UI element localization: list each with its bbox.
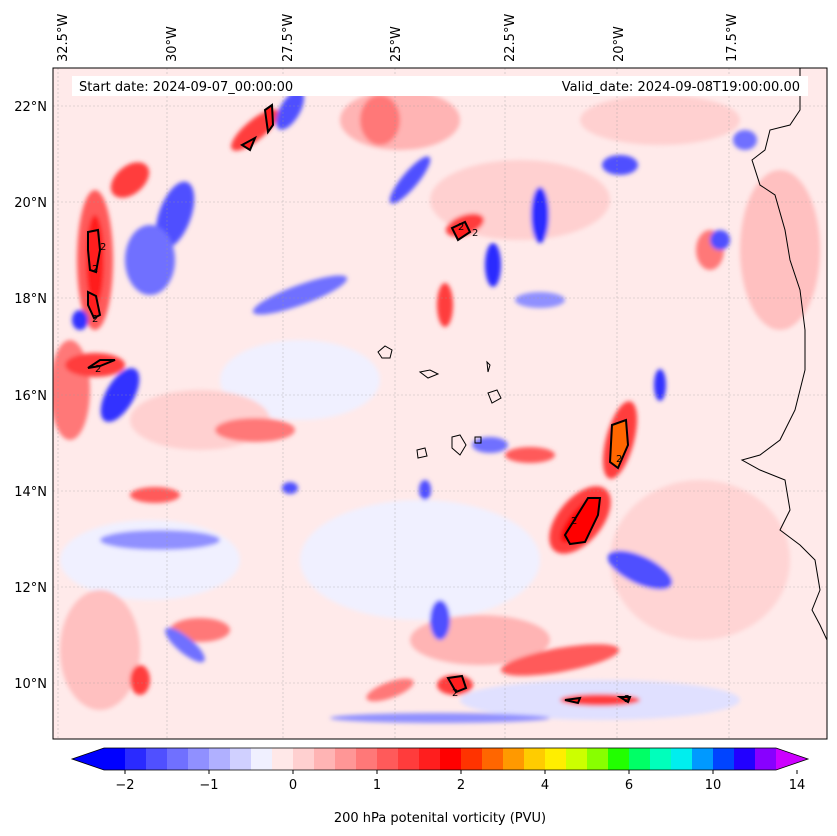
colorbar-cell	[671, 748, 693, 770]
island-santo-antao	[377, 345, 393, 359]
lon-tick-label: 30°W	[165, 26, 180, 62]
island-sao-nicolau	[418, 369, 440, 379]
colorbar-ticks: −2 −1 0 1 2 4 6 10 14	[115, 770, 805, 793]
colorbar-cell	[293, 748, 315, 770]
colorbar-tick-label: −2	[115, 778, 134, 793]
colorbar-extend-low	[72, 748, 104, 770]
colorbar-tick-label: −1	[199, 778, 218, 793]
island-maio	[474, 436, 482, 444]
colorbar-cell	[335, 748, 357, 770]
lon-tick-label: 32.5°W	[56, 14, 71, 62]
west-africa-coastline	[740, 68, 827, 641]
colorbar-cells	[104, 748, 777, 770]
colorbar-cell	[503, 748, 525, 770]
colorbar-cell	[272, 748, 294, 770]
contour-label: 2	[458, 222, 464, 233]
lon-tick-label: 27.5°W	[281, 14, 296, 62]
lat-tick-label: 10°N	[14, 677, 47, 692]
valid-date-label: Valid_date: 2024-09-08T19:00:00.00	[562, 80, 800, 95]
colorbar-cell	[356, 748, 378, 770]
colorbar-cell	[461, 748, 483, 770]
colorbar-tick-label: 1	[373, 778, 381, 793]
colorbar-cell	[146, 748, 168, 770]
map-frame	[52, 67, 828, 740]
colorbar-cell	[482, 748, 504, 770]
colorbar-tick-label: 4	[541, 778, 549, 793]
lat-tick-label: 16°N	[14, 389, 47, 404]
lon-tick-label: 25°W	[389, 26, 404, 62]
colorbar-tick-label: 14	[789, 778, 806, 793]
colorbar-cell	[125, 748, 147, 770]
colorbar-cell	[230, 748, 252, 770]
pv-2-contours	[87, 103, 632, 705]
colorbar-cell	[713, 748, 735, 770]
contour-label: 2	[624, 694, 630, 705]
colorbar-cell	[398, 748, 420, 770]
colorbar-tick-label: 6	[625, 778, 633, 793]
colorbar-cell	[692, 748, 714, 770]
colorbar-cell	[440, 748, 462, 770]
colorbar-cell	[419, 748, 441, 770]
colorbar-extend-high	[776, 748, 808, 770]
contour-label: 2	[452, 688, 458, 699]
lat-tick-label: 20°N	[14, 196, 47, 211]
contour-label: 2	[92, 314, 98, 325]
contour-label: 2	[92, 264, 98, 275]
contour-label: 2	[616, 454, 622, 465]
contour-label: 2	[100, 242, 106, 253]
colorbar-cell	[755, 748, 777, 770]
island-sal	[486, 360, 491, 373]
island-boa-vista	[487, 389, 502, 404]
colorbar-cell	[104, 748, 126, 770]
colorbar-cell	[545, 748, 567, 770]
longitude-labels: 32.5°W 30°W 27.5°W 25°W 22.5°W 20°W 17.5…	[56, 14, 740, 62]
lon-tick-label: 22.5°W	[503, 14, 518, 62]
colorbar-cell	[188, 748, 210, 770]
island-fogo	[416, 447, 428, 459]
colorbar-label: 200 hPa potenital vorticity (PVU)	[334, 811, 546, 826]
gridlines	[53, 68, 827, 739]
colorbar-cell	[167, 748, 189, 770]
colorbar-cell	[251, 748, 273, 770]
lat-tick-label: 22°N	[14, 100, 47, 115]
lat-tick-label: 18°N	[14, 292, 47, 307]
lon-tick-label: 17.5°W	[725, 14, 740, 62]
colorbar-cell	[314, 748, 336, 770]
colorbar-cell	[650, 748, 672, 770]
colorbar-cell	[524, 748, 546, 770]
island-santiago	[451, 434, 467, 456]
lat-tick-label: 12°N	[14, 581, 47, 596]
colorbar-tick-label: 0	[289, 778, 297, 793]
colorbar-cell	[629, 748, 651, 770]
contour-label: 2	[95, 364, 101, 375]
colorbar-cell	[209, 748, 231, 770]
map-panel: 2 2 2 2 2 2 2 2 2 2 Start date: 2024-09-…	[53, 68, 827, 739]
contour-label: 2	[571, 516, 577, 527]
lat-tick-label: 14°N	[14, 485, 47, 500]
colorbar: −2 −1 0 1 2 4 6 10 14 200 hPa potenital vorticit…	[70, 747, 810, 826]
coastlines	[377, 68, 827, 641]
colorbar-tick-label: 10	[705, 778, 722, 793]
contour-label: 2	[472, 228, 478, 239]
start-date-label: Start date: 2024-09-07_00:00:00	[79, 80, 293, 95]
colorbar-cell	[734, 748, 756, 770]
colorbar-cell	[608, 748, 630, 770]
lon-tick-label: 20°W	[612, 26, 627, 62]
colorbar-cell	[587, 748, 609, 770]
colorbar-cell	[377, 748, 399, 770]
header-bar	[72, 76, 808, 96]
latitude-labels: 22°N 20°N 18°N 16°N 14°N 12°N 10°N	[14, 100, 47, 692]
contour-labels: 2 2 2 2 2 2 2 2 2 2	[92, 222, 630, 705]
pv-field	[53, 90, 820, 723]
colorbar-cell	[566, 748, 588, 770]
colorbar-tick-label: 2	[457, 778, 465, 793]
